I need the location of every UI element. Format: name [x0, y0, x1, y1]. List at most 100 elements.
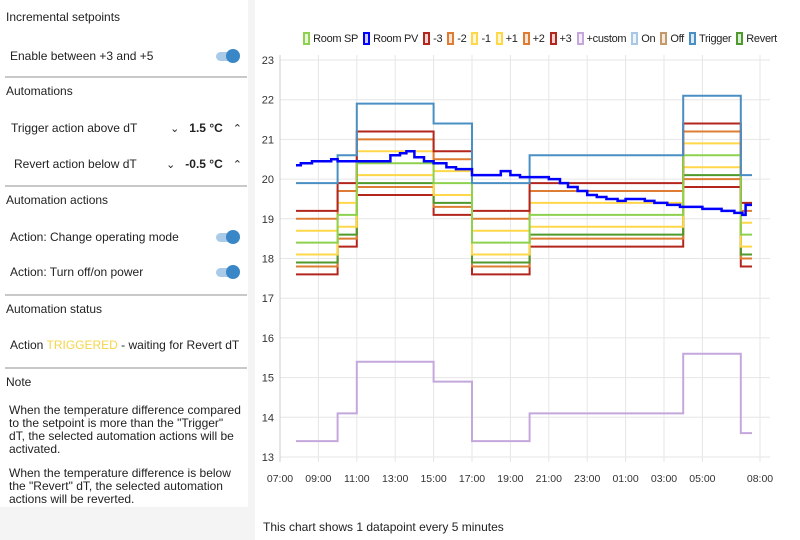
- legend-swatch: [576, 32, 584, 45]
- legend-swatch: [522, 32, 530, 45]
- legend-swatch: [631, 32, 639, 45]
- legend-label: +1: [505, 32, 518, 45]
- trigger-label: Trigger action above dT: [11, 121, 138, 135]
- legend-label: On: [641, 32, 656, 45]
- x-tick-label: 23:00: [574, 473, 600, 485]
- legend-swatch: [688, 32, 696, 45]
- chart-legend: Room SP Room PV -3 -2 -1 +1 +2 +3 +custom On Off Tr…: [303, 32, 777, 45]
- revert-label: Revert action below dT: [14, 157, 137, 171]
- enable-incremental-toggle[interactable]: [216, 49, 240, 63]
- legend-swatch: [736, 32, 744, 45]
- legend-label: Room SP: [313, 32, 359, 45]
- legend-label: -3: [433, 32, 443, 45]
- legend-item[interactable]: +1: [495, 32, 518, 45]
- legend-item[interactable]: Trigger: [688, 32, 732, 45]
- series-line--custom: [296, 352, 752, 443]
- legend-swatch: [363, 32, 371, 45]
- legend-label: Off: [670, 32, 684, 45]
- y-tick-label: 13: [262, 452, 274, 464]
- x-tick-label: 05:00: [689, 473, 715, 485]
- legend-label: +custom: [586, 32, 627, 45]
- y-tick-label: 18: [262, 254, 274, 266]
- note-paragraph-1: When the temperature difference compared…: [9, 403, 241, 456]
- x-tick-label: 15:00: [420, 473, 446, 485]
- legend-label: +2: [532, 32, 545, 45]
- legend-swatch: [447, 32, 455, 45]
- status-row: Action TRIGGERED - waiting for Revert dT: [0, 333, 248, 357]
- mode-action-label: Action: Change operating mode: [10, 230, 179, 244]
- x-tick-label: 09:00: [305, 473, 331, 485]
- power-action-row: Action: Turn off/on power: [0, 260, 248, 284]
- legend-item[interactable]: +3: [549, 32, 572, 45]
- legend-label: Revert: [746, 32, 777, 45]
- legend-item[interactable]: Revert: [736, 32, 777, 45]
- y-tick-label: 19: [262, 214, 274, 226]
- y-tick-label: 17: [262, 293, 274, 305]
- chart-panel: 13 14 15 16 17 18 19 20 21 22 23 07:00 09:00 11:00 13:…: [255, 0, 800, 540]
- x-tick-label: 17:00: [459, 473, 485, 485]
- legend-item[interactable]: -2: [447, 32, 467, 45]
- series-line-room-sp: [296, 154, 752, 244]
- y-tick-label: 15: [262, 373, 274, 385]
- chevron-up-icon[interactable]: ⌃: [232, 122, 242, 135]
- status-prefix: Action: [10, 338, 44, 352]
- legend-swatch: [549, 32, 557, 45]
- legend-item[interactable]: Room PV: [363, 32, 418, 45]
- legend-swatch: [471, 32, 479, 45]
- legend-item[interactable]: -1: [471, 32, 491, 45]
- legend-swatch: [495, 32, 503, 45]
- chevron-down-icon[interactable]: ⌄: [170, 122, 180, 135]
- legend-swatch: [303, 32, 311, 45]
- legend-label: -1: [481, 32, 491, 45]
- settings-panel: Incremental setpoints Enable between +3 …: [0, 0, 248, 507]
- section-title-automations: Automations: [6, 84, 73, 98]
- revert-value: -0.5 °C: [185, 157, 223, 171]
- temperature-chart: 13 14 15 16 17 18 19 20 21 22 23 07:00 09:00 11:00 13:…: [262, 55, 773, 485]
- y-tick-label: 21: [262, 134, 274, 146]
- legend-swatch: [660, 32, 668, 45]
- legend-item[interactable]: Off: [660, 32, 684, 45]
- x-tick-label: 21:00: [536, 473, 562, 485]
- series-line-room-pv: [296, 150, 752, 217]
- legend-label: +3: [559, 32, 572, 45]
- x-tick-label: 11:00: [344, 473, 370, 485]
- legend-item[interactable]: On: [631, 32, 656, 45]
- note-paragraph-2: When the temperature difference is below…: [9, 466, 231, 506]
- legend-label: Trigger: [698, 32, 732, 45]
- x-tick-label: 13:00: [382, 473, 408, 485]
- legend-label: -2: [457, 32, 467, 45]
- status-badge: TRIGGERED: [46, 338, 118, 352]
- divider: [5, 367, 247, 369]
- status-text: Action TRIGGERED - waiting for Revert dT: [10, 338, 239, 352]
- section-title-status: Automation status: [6, 302, 103, 316]
- legend-swatch: [423, 32, 431, 45]
- x-tick-label: 07:00: [267, 473, 293, 485]
- trigger-value: 1.5 °C: [189, 121, 223, 135]
- mode-action-row: Action: Change operating mode: [0, 225, 248, 249]
- section-title-actions: Automation actions: [6, 193, 109, 207]
- x-tick-label: 19:00: [497, 473, 523, 485]
- chart-footnote: This chart shows 1 datapoint every 5 min…: [263, 520, 504, 534]
- mode-action-toggle[interactable]: [216, 230, 240, 244]
- y-tick-label: 16: [262, 333, 274, 345]
- chevron-down-icon[interactable]: ⌄: [166, 158, 176, 171]
- legend-item[interactable]: Room SP: [303, 32, 358, 45]
- divider: [5, 185, 247, 187]
- divider: [5, 76, 247, 78]
- series-line-trigger: [296, 94, 752, 185]
- legend-item[interactable]: +2: [522, 32, 545, 45]
- y-tick-label: 20: [262, 174, 274, 186]
- y-tick-label: 14: [262, 412, 274, 424]
- status-suffix: - waiting for Revert dT: [121, 338, 240, 352]
- legend-item[interactable]: +custom: [576, 32, 627, 45]
- revert-row: Revert action below dT ⌄ -0.5 °C ⌃: [0, 152, 248, 176]
- power-action-toggle[interactable]: [216, 265, 240, 279]
- y-tick-label: 22: [262, 95, 274, 107]
- section-title-incremental: Incremental setpoints: [6, 10, 121, 24]
- x-tick-label: 03:00: [651, 473, 677, 485]
- enable-incremental-label: Enable between +3 and +5: [10, 49, 154, 63]
- legend-item[interactable]: -3: [423, 32, 443, 45]
- legend-label: Room PV: [373, 32, 419, 45]
- divider: [5, 294, 247, 296]
- chevron-up-icon[interactable]: ⌃: [232, 158, 242, 171]
